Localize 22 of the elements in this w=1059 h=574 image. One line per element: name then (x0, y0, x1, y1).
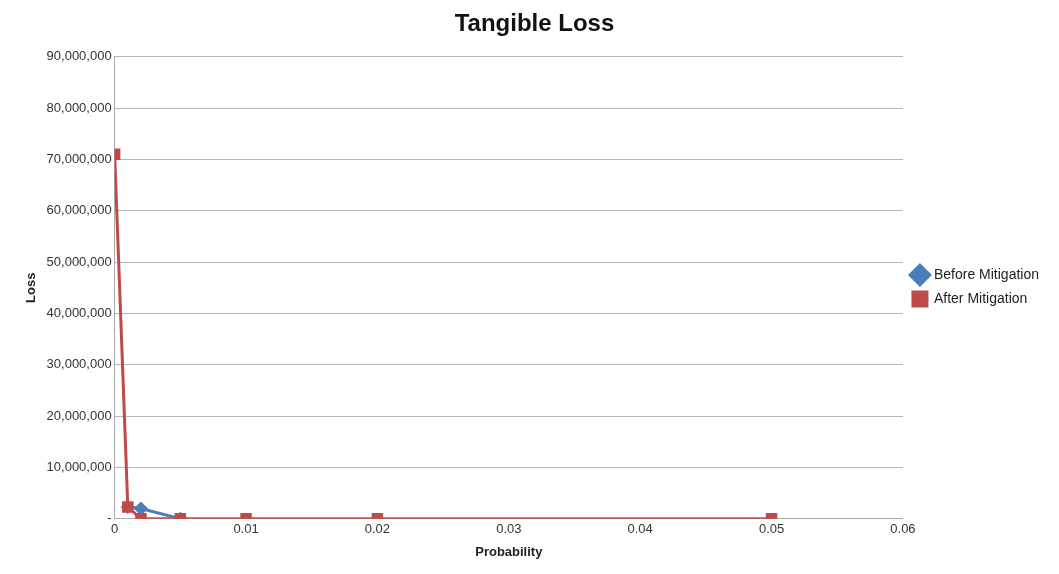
y-tick-label: - (107, 510, 112, 526)
x-tick-label: 0 (111, 521, 119, 537)
y-axis-title: Loss (23, 272, 39, 303)
y-tick-label: 90,000,000 (46, 48, 112, 64)
x-tick-label: 0.02 (364, 521, 391, 537)
y-tick-label: 10,000,000 (46, 459, 112, 475)
y-tick-label: 80,000,000 (46, 99, 112, 115)
legend-label: Before Mitigation (933, 265, 1040, 282)
y-tick-label: 40,000,000 (46, 305, 112, 321)
y-tick-label: 30,000,000 (46, 356, 112, 372)
x-tick-label: 0.01 (233, 521, 259, 537)
y-tick-label: 60,000,000 (46, 202, 112, 218)
x-tick-label: 0.04 (627, 521, 653, 537)
x-axis-title: Probability (475, 543, 544, 559)
chart-title: Tangible Loss (454, 9, 615, 37)
y-tick-label: 50,000,000 (46, 253, 112, 269)
y-tick-label: 70,000,000 (46, 151, 112, 167)
x-tick-label: 0.03 (496, 521, 522, 537)
legend-label: After Mitigation (933, 289, 1028, 306)
x-tick-label: 0.05 (758, 521, 785, 537)
x-tick-label: 0.06 (890, 521, 916, 537)
y-tick-label: 20,000,000 (46, 407, 112, 423)
